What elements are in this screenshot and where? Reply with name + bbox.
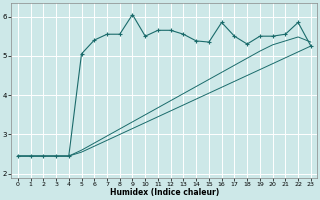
X-axis label: Humidex (Indice chaleur): Humidex (Indice chaleur) (110, 188, 219, 197)
